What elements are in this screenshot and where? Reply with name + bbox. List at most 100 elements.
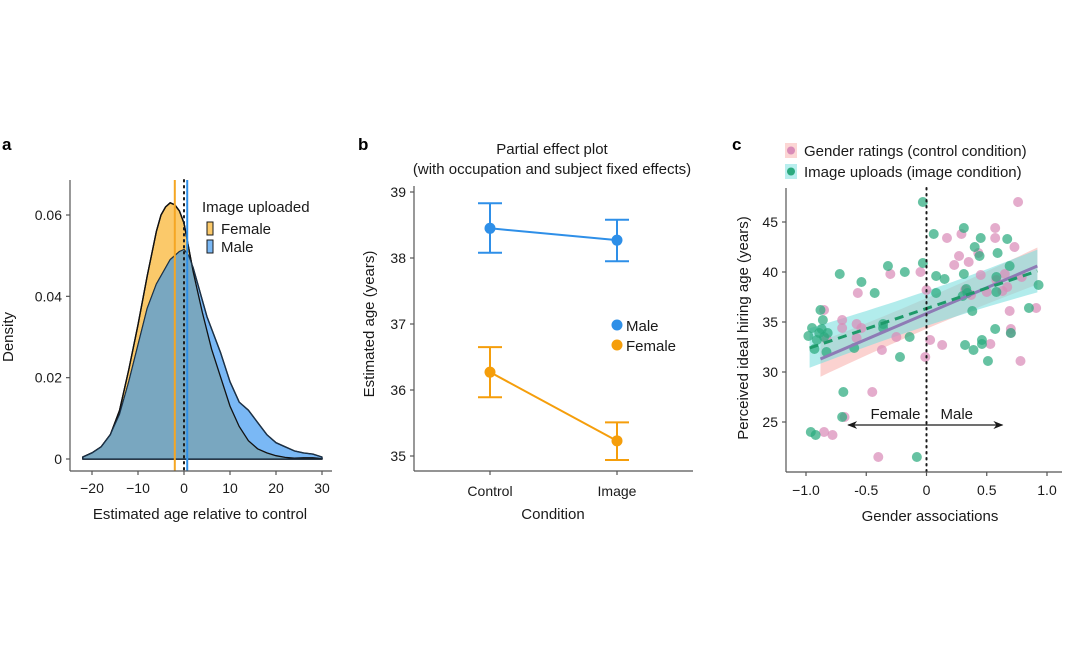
y-axis-title: Perceived ideal hiring age (years) xyxy=(735,216,752,439)
scatter-point-image xyxy=(958,269,969,279)
scatter-point-control xyxy=(819,427,830,437)
scatter-point-control xyxy=(975,270,986,280)
scatter-point-image xyxy=(991,272,1002,282)
fit-line-image xyxy=(809,269,1038,350)
legend-label-image: Image uploads (image condition) xyxy=(804,164,1022,181)
scatter-point-control xyxy=(851,333,862,343)
scatter-point-control xyxy=(885,269,896,279)
x-tick-label: Control xyxy=(467,483,512,499)
data-point-female xyxy=(484,366,496,378)
scatter-point-control xyxy=(990,233,1001,243)
scatter-point-image xyxy=(917,197,928,207)
legend-label-male: Male xyxy=(221,239,254,256)
scatter-point-control xyxy=(1004,306,1015,316)
scatter-point-image xyxy=(837,412,848,422)
scatter-point-image xyxy=(894,352,905,362)
scatter-point-control xyxy=(837,323,848,333)
data-point-male xyxy=(611,234,623,246)
scatter-point-control xyxy=(985,339,996,349)
y-tick-label: 39 xyxy=(390,184,406,200)
x-tick-label: Image xyxy=(598,483,637,499)
x-ticks: Control Image xyxy=(467,471,637,499)
scatter-point-image xyxy=(807,323,818,333)
density-outline-male xyxy=(82,248,323,460)
x-tick-label: −20 xyxy=(80,480,104,496)
scatter-point-image xyxy=(810,430,821,440)
scatter-point-control xyxy=(873,452,884,462)
scatter-point-control xyxy=(837,315,848,325)
scatter-point-image xyxy=(1023,303,1034,313)
panel-b-letter: b xyxy=(358,135,368,154)
x-tick-label: 20 xyxy=(268,480,284,496)
y-ticks: 25 30 35 40 45 xyxy=(762,214,786,430)
y-tick-label: 35 xyxy=(390,448,406,464)
y-tick-label: 37 xyxy=(390,316,406,332)
y-tick-label: 25 xyxy=(762,414,778,430)
scatter-point-image xyxy=(1005,328,1016,338)
scatter-point-control xyxy=(925,335,936,345)
scatter-point-control xyxy=(867,387,878,397)
scatter-point-image xyxy=(917,258,928,268)
y-tick-label: 35 xyxy=(762,314,778,330)
legend-label-female: Female xyxy=(626,338,676,355)
x-tick-label: 0 xyxy=(180,480,188,496)
data-point-female xyxy=(611,435,623,447)
x-tick-label: −10 xyxy=(126,480,150,496)
y-tick-label: 0 xyxy=(54,451,62,467)
x-tick-label: 0 xyxy=(923,482,931,498)
series-line-female xyxy=(489,371,618,442)
scatter-point-image xyxy=(960,340,971,350)
panel-a-letter: a xyxy=(2,135,12,154)
y-ticks: 0 0.02 0.04 0.06 xyxy=(35,207,70,467)
scatter-point-image xyxy=(834,269,845,279)
scatter-point-image xyxy=(803,331,814,341)
x-tick-label: -0.5 xyxy=(854,482,878,498)
x-tick-label: −1.0 xyxy=(792,482,820,498)
scatter-point-image xyxy=(815,305,826,315)
scatter-point-image xyxy=(967,306,978,316)
scatter-point-control xyxy=(827,430,838,440)
scatter-point-image xyxy=(982,356,993,366)
x-tick-label: 0.5 xyxy=(977,482,997,498)
scatter-point-control xyxy=(1009,242,1020,252)
x-ticks: −1.0 -0.5 0 0.5 1.0 xyxy=(792,472,1057,498)
scatter-point-image xyxy=(976,339,987,349)
scatter-point-image xyxy=(1004,261,1015,271)
legend-title: Image uploaded xyxy=(202,199,310,216)
scatter-point-control xyxy=(990,223,1001,233)
legend-label-male: Male xyxy=(626,318,659,335)
scatter-point-image xyxy=(958,223,969,233)
panel-c-scatter-plot: Gender ratings (control condition) Image… xyxy=(735,143,1062,525)
scatter-point-control xyxy=(999,269,1010,279)
y-tick-label: 0.04 xyxy=(35,288,62,304)
scatter-point-image xyxy=(817,315,828,325)
legend-swatch-male xyxy=(206,239,214,254)
y-tick-label: 30 xyxy=(762,364,778,380)
x-ticks: −20 −10 0 10 20 30 xyxy=(80,471,330,496)
density-areas xyxy=(82,202,323,460)
scatter-point-control xyxy=(891,332,902,342)
scatter-point-control xyxy=(1031,303,1042,313)
legend-marker-female xyxy=(611,339,623,351)
scatter-point-image xyxy=(990,324,1001,334)
scatter-point-image xyxy=(882,261,893,271)
scatter-point-control xyxy=(876,345,887,355)
scatter-point-control xyxy=(915,267,926,277)
y-tick-label: 0.06 xyxy=(35,207,62,223)
y-tick-label: 38 xyxy=(390,250,406,266)
legend-swatch-female xyxy=(206,221,214,236)
series-line-male xyxy=(489,227,618,242)
legend-label-control: Gender ratings (control condition) xyxy=(804,143,1027,160)
chart-subtitle: (with occupation and subject fixed effec… xyxy=(413,161,691,178)
scatter-point-image xyxy=(931,271,942,281)
scatter-point-control xyxy=(963,257,974,267)
legend: Male Female xyxy=(611,318,676,355)
scatter-point-image xyxy=(969,242,980,252)
density-outline-female xyxy=(82,202,323,460)
scatter-point-image xyxy=(1002,234,1013,244)
y-tick-label: 45 xyxy=(762,214,778,230)
scatter-point-control xyxy=(941,233,952,243)
legend-marker-male xyxy=(611,319,623,331)
panel-b-partial-effect-plot: Partial effect plot (with occupation and… xyxy=(361,141,693,523)
